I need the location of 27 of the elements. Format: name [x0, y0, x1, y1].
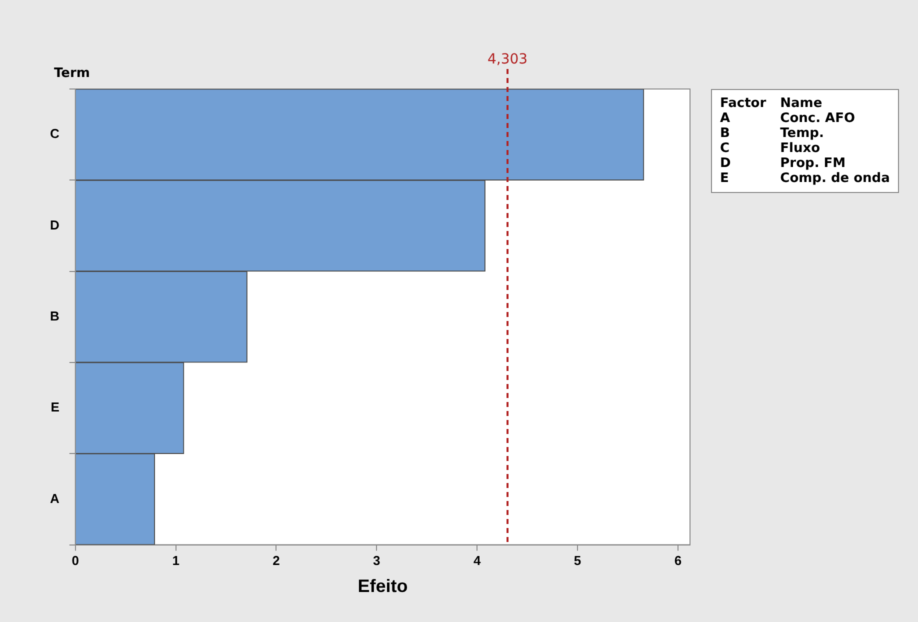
text: Comp. de onda — [780, 171, 890, 186]
x-tick-label: 2 — [272, 553, 280, 568]
x-tick-label: 1 — [172, 553, 180, 568]
text: D — [720, 156, 732, 171]
y-tick-label: B — [50, 308, 60, 324]
text: Temp. — [780, 126, 825, 141]
text: B — [720, 126, 731, 141]
x-tick-label: 4 — [473, 553, 482, 568]
text: Prop. FM — [780, 156, 847, 171]
text: Fluxo — [780, 141, 822, 156]
text: A — [720, 111, 732, 126]
x-tick-label: 3 — [373, 553, 380, 568]
x-tick-label: 5 — [574, 553, 582, 568]
x-tick-label: 0 — [72, 553, 80, 568]
y-tick-label: C — [50, 126, 60, 142]
y-tick-label: D — [50, 217, 60, 232]
x-tick-label: 6 — [674, 553, 682, 568]
text: Factor — [720, 96, 766, 111]
ref-line-label: 4,303 — [487, 52, 528, 68]
y-tick-label: E — [50, 400, 60, 415]
y-axis-title: Term — [54, 66, 90, 81]
text: E — [720, 171, 730, 186]
text: Name — [780, 96, 824, 111]
y-tick-label: A — [50, 490, 60, 506]
text: C — [720, 141, 731, 156]
x-axis-title: Efeito — [358, 576, 408, 596]
text: Conc. AFO — [780, 111, 856, 126]
